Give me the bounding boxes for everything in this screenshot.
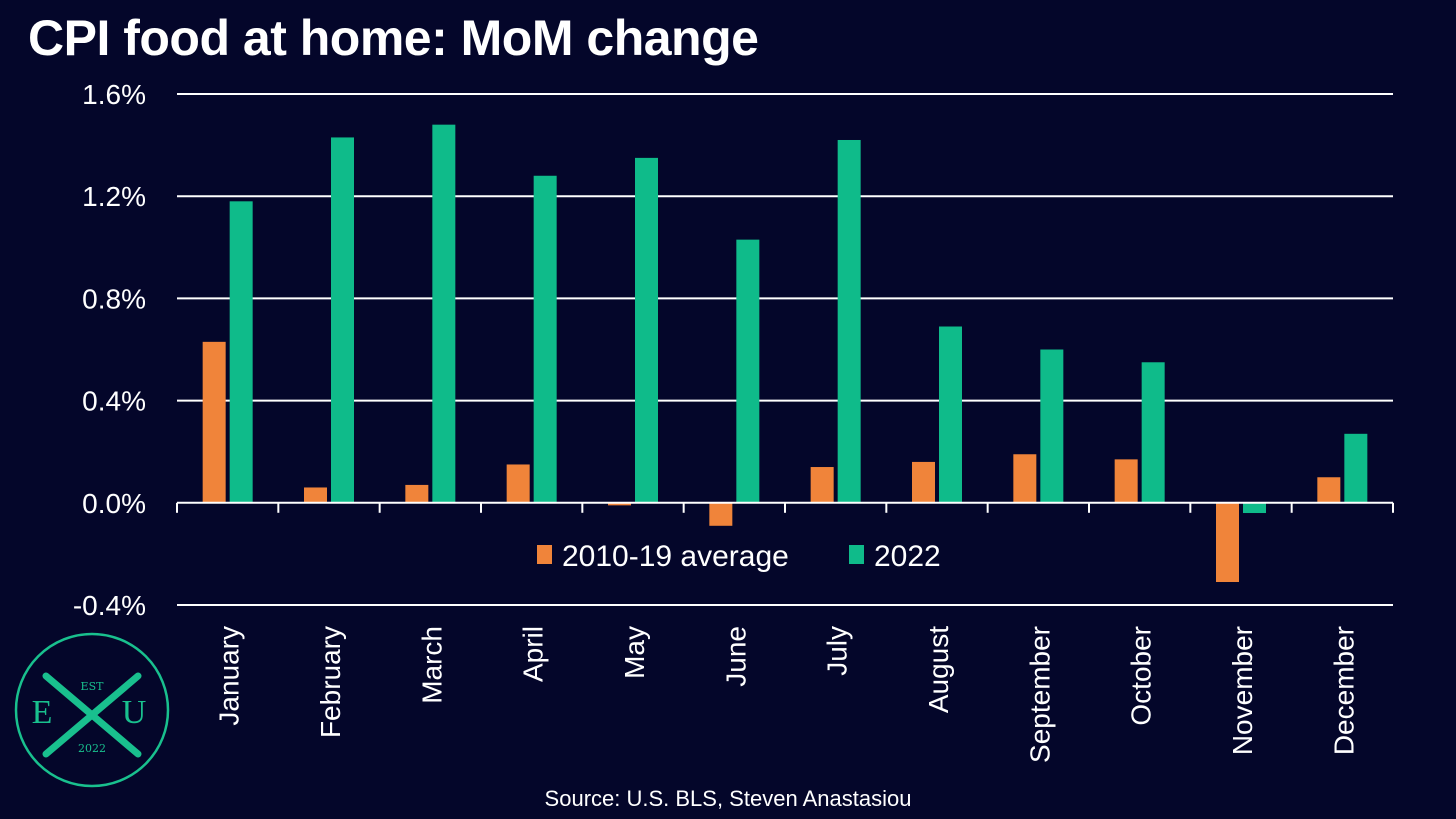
x-category-label: April	[518, 626, 549, 682]
x-category-label: August	[923, 626, 954, 713]
logo-letter-left: E	[32, 694, 53, 731]
y-tick-label: 1.6%	[82, 79, 146, 110]
logo-letter-right: U	[122, 694, 147, 731]
bar-2022	[1243, 502, 1266, 514]
bar-2010-19-average	[912, 461, 935, 503]
bar-2010-19-average	[1114, 459, 1138, 503]
bar-2022	[331, 137, 354, 503]
x-category-label: May	[619, 626, 650, 679]
bar-2022	[229, 201, 253, 503]
bar-2022	[1344, 433, 1368, 503]
x-category-label: December	[1328, 626, 1359, 755]
logo-year-text: 2022	[78, 742, 106, 755]
bar-2010-19-average	[608, 502, 631, 506]
bar-2010-19-average	[709, 502, 733, 526]
legend-swatch	[537, 545, 552, 564]
bar-2022	[736, 239, 760, 503]
logo-est-text: EST	[81, 680, 105, 693]
legend-swatch	[849, 545, 864, 564]
x-category-label: September	[1024, 626, 1055, 763]
bar-2022	[939, 326, 962, 503]
legend-label: 2010-19 average	[562, 540, 789, 573]
bar-2010-19-average	[810, 467, 834, 503]
chart-title: CPI food at home: MoM change	[28, 10, 759, 66]
logo-x-mark	[42, 672, 142, 758]
x-category-label: February	[315, 626, 346, 738]
bar-2010-19-average	[202, 341, 226, 503]
y-tick-label: -0.4%	[73, 590, 146, 621]
x-category-label: January	[214, 626, 245, 726]
x-category-label: June	[720, 626, 751, 687]
bar-2010-19-average	[405, 484, 429, 503]
bar-2010-19-average	[304, 487, 327, 503]
bar-2022	[432, 124, 456, 503]
bar-2010-19-average	[1317, 477, 1341, 503]
y-tick-label: 1.2%	[82, 181, 146, 212]
bar-2022	[1040, 349, 1064, 503]
bar-2010-19-average	[1216, 502, 1239, 583]
x-category-label: July	[822, 626, 853, 676]
logo-ring	[14, 632, 170, 788]
legend-label: 2022	[874, 540, 941, 573]
bar-2022	[837, 139, 861, 503]
y-tick-label: 0.8%	[82, 283, 146, 314]
y-tick-label: 0.4%	[82, 386, 146, 417]
bar-2010-19-average	[506, 464, 530, 503]
source-note: Source: U.S. BLS, Steven Anastasiou	[544, 786, 912, 811]
bar-2022	[635, 157, 658, 503]
x-category-label: March	[416, 626, 447, 704]
y-tick-label: 0.0%	[82, 488, 146, 519]
x-category-label: October	[1126, 626, 1157, 726]
bar-2010-19-average	[1013, 454, 1037, 503]
x-category-label: November	[1227, 626, 1258, 755]
exu-logo: EST E U 2022	[14, 632, 170, 788]
bar-2022	[1141, 362, 1165, 503]
bar-2022	[533, 175, 557, 503]
